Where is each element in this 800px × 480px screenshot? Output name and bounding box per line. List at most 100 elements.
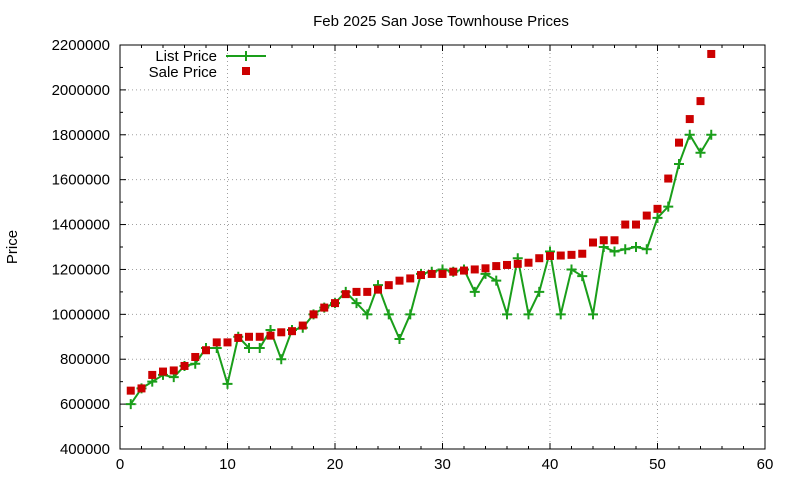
series-layer: [125, 49, 717, 410]
x-tick-label: 30: [434, 456, 451, 473]
list-price-point: [620, 244, 631, 255]
sale-price-point: [137, 384, 146, 393]
chart-title: Feb 2025 San Jose Townhouse Prices: [313, 13, 569, 30]
sale-price-point: [546, 251, 554, 260]
x-tick-label: 20: [327, 456, 344, 473]
sale-price-point: [417, 271, 425, 280]
sale-price-point: [320, 303, 329, 312]
sale-price-point: [266, 331, 275, 340]
list-price-point: [695, 147, 706, 158]
sale-price-point: [513, 259, 522, 268]
sale-price-point: [460, 266, 468, 275]
x-tick-label: 50: [649, 456, 666, 473]
y-tick-label: 1000000: [52, 306, 110, 323]
sale-price-point: [169, 366, 178, 375]
x-tick-label: 0: [116, 456, 124, 473]
list-price-point: [491, 275, 502, 286]
sale-price-point: [567, 250, 576, 259]
sale-price-point: [223, 338, 232, 347]
y-tick-label: 400000: [60, 441, 110, 458]
list-price-point: [254, 343, 265, 353]
sale-price-point: [589, 238, 597, 247]
list-price-point: [609, 246, 620, 257]
sale-price-point: [126, 386, 135, 395]
sale-price-point: [363, 287, 372, 296]
list-price-point: [631, 242, 641, 252]
list-price-point: [684, 129, 695, 140]
list-price-point: [674, 158, 684, 169]
sale-price-point: [277, 328, 286, 337]
list-price-point: [663, 201, 674, 212]
sale-price-point: [449, 267, 458, 276]
y-tick-label: 800000: [60, 351, 110, 368]
sale-price-point: [288, 327, 296, 336]
y-tick-label: 2200000: [52, 37, 110, 54]
legend: List Price Sale Price: [149, 48, 266, 81]
list-price-point: [577, 271, 588, 282]
sale-price-point: [202, 346, 210, 355]
sale-price-point: [255, 332, 264, 341]
y-tick-label: 1600000: [52, 172, 110, 189]
sale-price-point: [234, 333, 243, 342]
sale-price-point: [653, 204, 662, 213]
legend-marker-sale-price: [242, 67, 250, 75]
sale-price-point: [309, 310, 318, 319]
sale-price-point: [298, 321, 307, 330]
sale-price-point: [642, 211, 651, 220]
sale-price-point: [685, 115, 694, 124]
sale-price-point: [374, 285, 382, 294]
sale-price-point: [481, 264, 490, 273]
y-tick-label: 1400000: [52, 217, 110, 234]
sale-price-point: [384, 281, 393, 290]
sale-price-point: [524, 258, 533, 267]
sale-price-point: [341, 290, 350, 299]
list-price-point: [394, 334, 405, 345]
y-tick-label: 2000000: [52, 82, 110, 99]
legend-label-list-price: List Price: [155, 48, 217, 65]
list-price-point: [244, 343, 254, 353]
y-tick-label: 1200000: [52, 261, 110, 278]
sale-price-point: [492, 262, 501, 271]
list-price-point: [706, 129, 717, 140]
y-axis-label: Price: [4, 230, 21, 264]
list-price-point: [652, 212, 663, 223]
sale-price-point: [696, 97, 705, 106]
sale-price-point: [212, 338, 221, 347]
sale-price-point: [503, 260, 511, 269]
list-price-point: [222, 378, 233, 389]
sale-price-point: [621, 220, 630, 229]
sale-price-point: [438, 269, 447, 278]
x-tick-label: 40: [542, 456, 559, 473]
sale-price-point: [610, 236, 619, 245]
list-price-point: [534, 286, 545, 297]
sale-price-point: [535, 254, 544, 263]
list-price-point: [641, 244, 652, 255]
list-price-point: [383, 309, 394, 320]
sale-price-point: [159, 367, 167, 376]
sale-price-point: [331, 299, 339, 308]
sale-price-point: [632, 220, 640, 229]
list-price-point: [405, 309, 416, 320]
sale-price-point: [395, 276, 404, 285]
legend-marker-list-price: [241, 51, 251, 61]
list-price-point: [125, 399, 136, 410]
sale-price-point: [599, 236, 608, 245]
grid: [120, 45, 765, 449]
sale-price-point: [470, 265, 479, 274]
sale-price-point: [427, 269, 436, 278]
y-tick-label: 600000: [60, 396, 110, 413]
sale-price-point: [556, 251, 565, 260]
sale-price-point: [180, 361, 189, 370]
sale-price-point: [148, 370, 157, 379]
sale-price-point: [664, 174, 673, 183]
sale-price-point: [191, 352, 200, 361]
sale-price-point: [578, 249, 587, 258]
list-price-point: [362, 309, 373, 320]
list-price-point: [555, 309, 566, 320]
list-price-point: [351, 298, 362, 309]
axis-ticks: 0 10 20 30 40 50 60 400000 600000 800000 1000000 12…: [52, 37, 774, 473]
sale-price-point: [245, 332, 253, 341]
list-price-point: [523, 309, 534, 320]
sale-price-point: [707, 49, 716, 58]
